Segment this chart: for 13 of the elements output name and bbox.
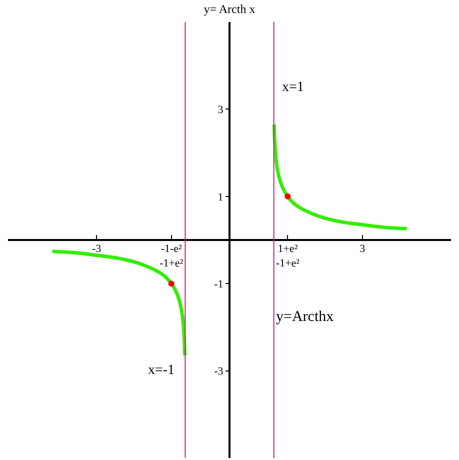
- y-tick-label: -1: [214, 278, 224, 290]
- x-tick-label: 1+e² -1+e²: [276, 243, 300, 270]
- y-tick-label: -3: [214, 366, 224, 378]
- x-tick-label: -3: [92, 243, 102, 255]
- x-tick-label: -1-e² -1+e²: [160, 243, 184, 270]
- y-tick-label: 3: [218, 104, 224, 116]
- y-tick-label: 1: [218, 191, 224, 204]
- ref-line-label: x=-1: [148, 363, 175, 378]
- chart-title: y= Arcth x: [204, 2, 256, 16]
- ref-line-label: x=1: [282, 80, 304, 95]
- annotation: y=Arcthx: [276, 309, 334, 325]
- x-tick-label: 3: [360, 243, 366, 255]
- line-series: [272, 122, 408, 230]
